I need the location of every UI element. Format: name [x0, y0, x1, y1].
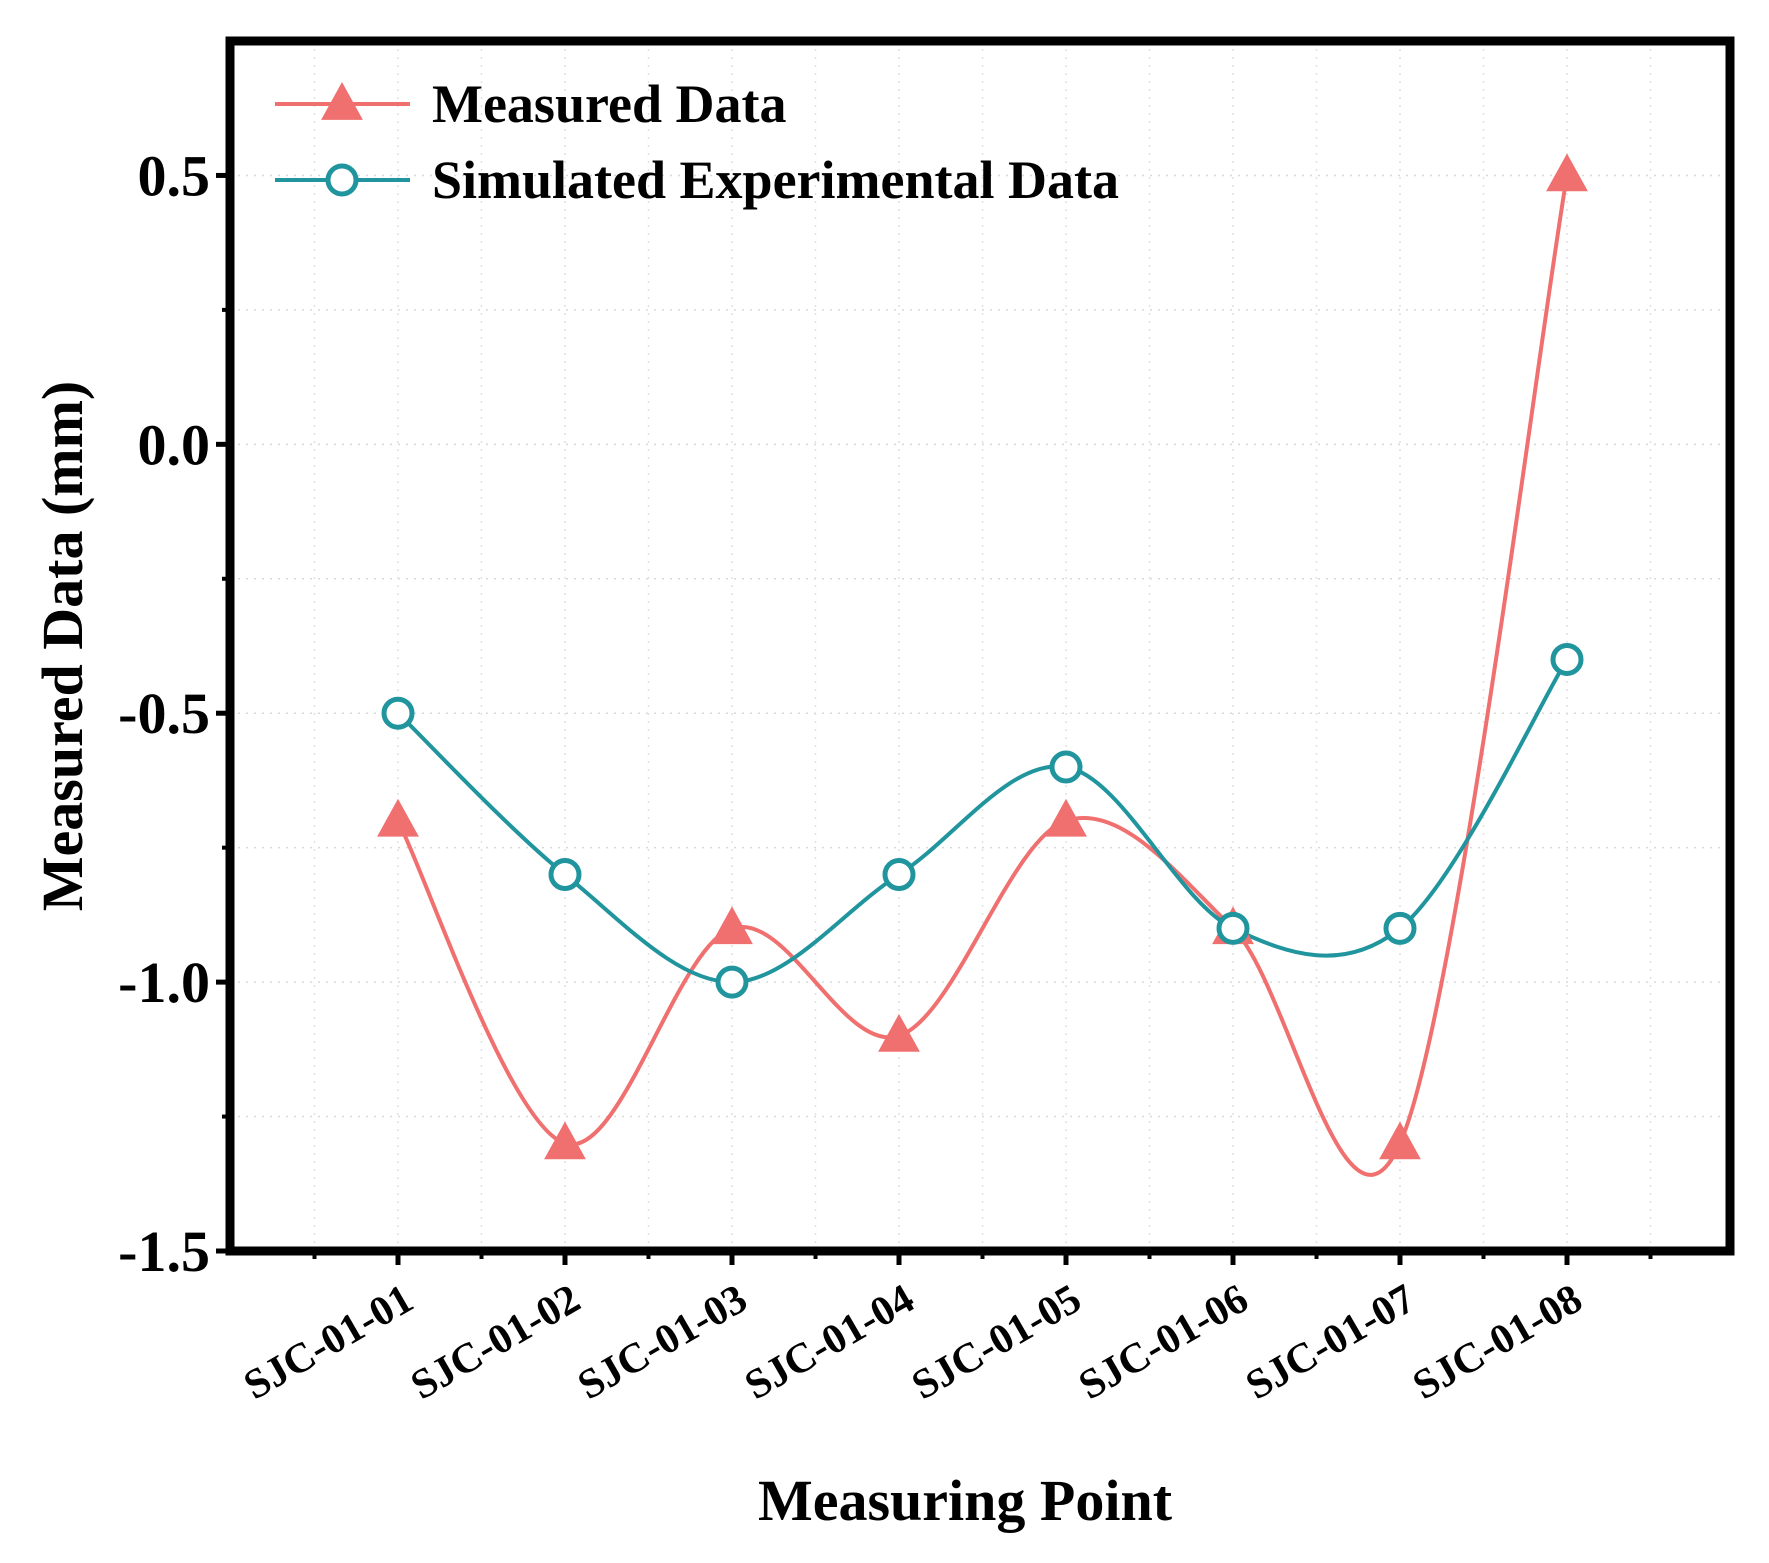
grid-lines [230, 41, 1730, 1251]
plot-frame [225, 36, 1735, 1256]
y-tick-label: -1.0 [118, 950, 210, 1015]
x-axis-label: Measuring Point [758, 1468, 1173, 1533]
measured-data-point [1546, 153, 1588, 192]
series-layer [377, 153, 1588, 1177]
measured-data-point [1379, 1121, 1421, 1160]
legend-marker [321, 82, 363, 120]
simulated-data-point [715, 965, 749, 999]
x-tick-label: SJC-01-03 [570, 1276, 755, 1409]
y-tick-label: -1.5 [118, 1219, 210, 1284]
x-tick-label: SJC-01-07 [1238, 1276, 1423, 1409]
simulated-data-point [1216, 911, 1250, 945]
x-tick-label: SJC-01-08 [1405, 1276, 1590, 1409]
x-tick-label: SJC-01-06 [1071, 1276, 1256, 1409]
measured-data-point [1045, 798, 1087, 837]
simulated-data-point [1049, 750, 1083, 784]
simulated-data-point [548, 858, 582, 892]
x-tick-label: SJC-01-05 [904, 1276, 1089, 1409]
measured-data-point [377, 798, 419, 837]
legend: Measured Data Simulated Experimental Data [275, 74, 1119, 210]
simulated-data-point [1550, 642, 1584, 676]
y-tick-label: -0.5 [118, 681, 210, 746]
legend-label: Measured Data [432, 74, 786, 134]
simulated-data-point [1383, 911, 1417, 945]
x-tick-label: SJC-01-01 [236, 1276, 421, 1409]
axis-ticks: -1.5-1.0-0.50.00.5SJC-01-01SJC-01-02SJC-… [118, 143, 1653, 1409]
y-axis-label: Measured Data (mm) [30, 381, 95, 911]
legend-marker [325, 163, 359, 197]
legend-label: Simulated Experimental Data [432, 150, 1119, 210]
measured-data-point [878, 1013, 920, 1052]
simulated-data-point [381, 696, 415, 730]
x-tick-label: SJC-01-02 [403, 1276, 588, 1409]
measured-data-point [544, 1121, 586, 1160]
simulated-data-point [882, 858, 916, 892]
y-tick-label: 0.0 [138, 412, 211, 477]
y-tick-label: 0.5 [138, 143, 211, 208]
measured-data-point [711, 906, 753, 945]
series-line-measured [396, 175, 1569, 1177]
x-tick-label: SJC-01-04 [737, 1276, 922, 1409]
